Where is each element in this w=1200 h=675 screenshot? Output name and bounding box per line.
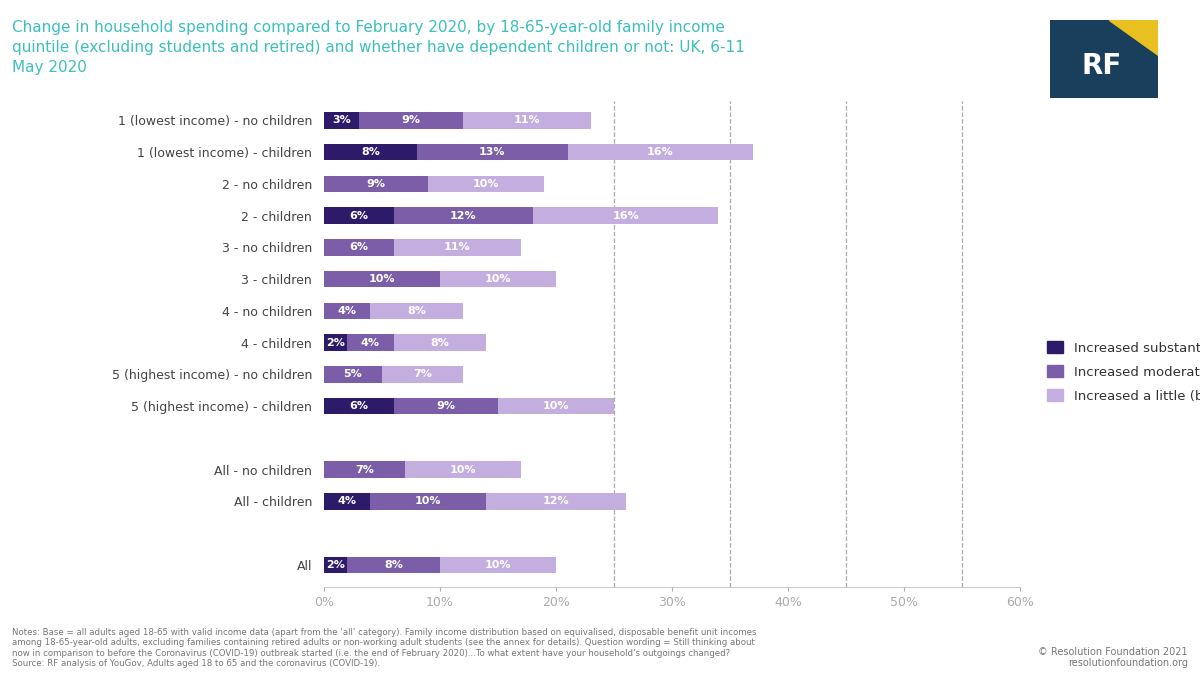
Bar	[324, 302, 371, 319]
Text: 9%: 9%	[367, 179, 385, 189]
Bar	[324, 271, 440, 288]
Text: 16%: 16%	[647, 147, 673, 157]
Text: 11%: 11%	[514, 115, 540, 126]
Text: 12%: 12%	[450, 211, 476, 221]
Text: 11%: 11%	[444, 242, 470, 252]
Text: 16%: 16%	[612, 211, 638, 221]
Text: 9%: 9%	[437, 401, 455, 411]
Bar	[568, 144, 754, 161]
Text: 7%: 7%	[355, 464, 374, 475]
Bar	[324, 112, 359, 128]
Text: 8%: 8%	[384, 560, 403, 570]
Bar	[371, 302, 463, 319]
Text: 10%: 10%	[368, 274, 395, 284]
Text: Change in household spending compared to February 2020, by 18-65-year-old family: Change in household spending compared to…	[12, 20, 745, 75]
Bar	[394, 334, 486, 351]
Bar	[394, 398, 498, 414]
Bar	[347, 557, 440, 573]
Text: 6%: 6%	[349, 242, 368, 252]
Text: Notes: Base = all adults aged 18-65 with valid income data (apart from the 'all': Notes: Base = all adults aged 18-65 with…	[12, 628, 756, 668]
Text: 12%: 12%	[542, 497, 569, 506]
Bar	[498, 398, 614, 414]
Bar	[440, 271, 556, 288]
Bar	[324, 176, 428, 192]
Bar	[394, 239, 521, 256]
Text: 2%: 2%	[326, 338, 346, 348]
Text: 10%: 10%	[450, 464, 476, 475]
Bar	[428, 176, 545, 192]
Bar	[382, 366, 463, 383]
Bar	[324, 207, 394, 224]
Bar	[406, 462, 521, 478]
Bar	[533, 207, 719, 224]
Bar	[359, 112, 463, 128]
Text: 3%: 3%	[332, 115, 350, 126]
Text: 8%: 8%	[361, 147, 380, 157]
Text: 8%: 8%	[431, 338, 450, 348]
Text: 6%: 6%	[349, 211, 368, 221]
Text: RF: RF	[1081, 52, 1122, 80]
Bar	[324, 366, 382, 383]
Text: 4%: 4%	[337, 306, 356, 316]
Bar	[324, 239, 394, 256]
Text: 10%: 10%	[473, 179, 499, 189]
Bar	[324, 493, 371, 510]
Text: 10%: 10%	[542, 401, 569, 411]
Text: 4%: 4%	[361, 338, 380, 348]
Text: 10%: 10%	[485, 560, 511, 570]
Bar	[416, 144, 568, 161]
Text: 2%: 2%	[326, 560, 346, 570]
Text: 6%: 6%	[349, 401, 368, 411]
Text: 4%: 4%	[337, 497, 356, 506]
Bar	[324, 462, 406, 478]
Text: 7%: 7%	[413, 369, 432, 379]
Bar	[324, 398, 394, 414]
Text: 9%: 9%	[402, 115, 420, 126]
Bar	[324, 334, 347, 351]
Text: 10%: 10%	[415, 497, 442, 506]
Text: 5%: 5%	[343, 369, 362, 379]
Text: © Resolution Foundation 2021
resolutionfoundation.org: © Resolution Foundation 2021 resolutionf…	[1038, 647, 1188, 668]
Text: 13%: 13%	[479, 147, 505, 157]
Legend: Increased substantially (by more than 25%), Increased moderately (by 10-25%), In: Increased substantially (by more than 25…	[1048, 341, 1200, 402]
Bar	[486, 493, 625, 510]
Bar	[347, 334, 394, 351]
Text: 10%: 10%	[485, 274, 511, 284]
Bar	[324, 144, 416, 161]
Bar	[440, 557, 556, 573]
Text: 8%: 8%	[407, 306, 426, 316]
Polygon shape	[1110, 20, 1158, 55]
Bar	[394, 207, 533, 224]
Bar	[371, 493, 486, 510]
Bar	[463, 112, 590, 128]
Bar	[324, 557, 347, 573]
